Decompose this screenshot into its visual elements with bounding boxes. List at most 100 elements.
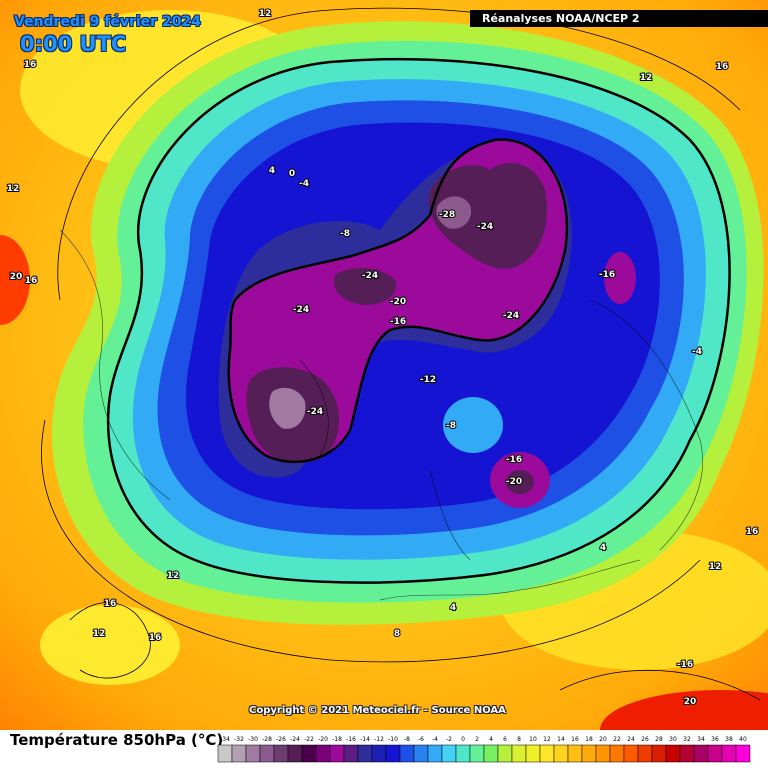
isotherm-line-outer-4 — [559, 669, 761, 701]
data-source-banner: Réanalyses NOAA/NCEP 2 — [470, 10, 768, 27]
contour-label: 16 — [746, 527, 759, 537]
scale-swatch — [707, 744, 723, 763]
contour-label: 4 — [269, 166, 275, 176]
contour-label: 16 — [149, 633, 162, 643]
scale-tick-label: 20 — [599, 736, 607, 743]
scale-tick-label: 24 — [627, 736, 635, 743]
scale-tick-label: -18 — [332, 736, 342, 743]
scale-swatch — [539, 744, 555, 763]
contour-label: -24 — [477, 222, 493, 232]
scale-tick-label: -20 — [318, 736, 328, 743]
cold-core-minus28 — [436, 196, 472, 229]
scale-swatch — [721, 744, 737, 763]
hot-spot-southeast — [600, 690, 768, 730]
cold-pocket-east-core — [506, 470, 534, 494]
contour-label: -24 — [293, 305, 309, 315]
cold-core-minus24-north — [428, 163, 547, 269]
contour-label: -8 — [446, 421, 456, 431]
legend-title: Température 850hPa (°C) — [10, 731, 224, 749]
isotherm-line-outer-2 — [41, 419, 701, 663]
scale-swatch — [665, 744, 681, 763]
contour-label: -24 — [503, 311, 519, 321]
scale-tick-label: 14 — [557, 736, 565, 743]
scale-tick-label: 18 — [585, 736, 593, 743]
scale-tick-label: -6 — [418, 736, 424, 743]
contour-label: 16 — [104, 599, 117, 609]
scale-tick-label: 16 — [571, 736, 579, 743]
scale-tick-label: -34 — [220, 736, 230, 743]
contour-label: 12 — [7, 184, 20, 194]
scale-tick-label: -16 — [346, 736, 356, 743]
scale-swatch — [315, 744, 331, 763]
coastline-greenland — [299, 359, 329, 456]
contour-label: -24 — [307, 407, 323, 417]
scale-swatch — [427, 744, 443, 763]
scale-tick-label: -10 — [388, 736, 398, 743]
scale-swatch — [371, 744, 387, 763]
scale-tick-label: -8 — [404, 736, 410, 743]
legend-footer: Température 850hPa (°C) -34 -32 -30 -28 -26-… — [0, 730, 768, 768]
scale-tick-label: -28 — [262, 736, 272, 743]
contour-label: -20 — [506, 477, 522, 487]
scale-tick-label: 38 — [725, 736, 733, 743]
isotherm-line-outer-3 — [69, 602, 151, 679]
scale-swatch — [399, 744, 415, 763]
yellow-zone-sw — [40, 605, 180, 685]
scale-swatch — [273, 744, 289, 763]
scale-swatch — [497, 744, 513, 763]
forecast-time: 0:00 UTC — [20, 32, 127, 56]
contour-label: -4 — [299, 179, 309, 189]
coastline-scandinavia — [429, 469, 471, 561]
scale-tick-label: 6 — [503, 736, 507, 743]
scale-tick-label: 30 — [669, 736, 677, 743]
scale-swatch — [357, 744, 373, 763]
contour-label: -16 — [677, 660, 693, 670]
scale-tick-label: 40 — [739, 736, 747, 743]
scale-swatch — [581, 744, 597, 763]
contour-label: 8 — [394, 629, 400, 639]
contour-label: 16 — [716, 62, 729, 72]
scale-swatch — [217, 744, 233, 763]
scale-swatch — [469, 744, 485, 763]
scale-tick-label: -26 — [276, 736, 286, 743]
contour-label: -24 — [362, 271, 378, 281]
scale-swatch — [329, 744, 345, 763]
cold-core-minus24-center — [334, 268, 396, 305]
scale-swatch — [525, 744, 541, 763]
scale-tick-label: -4 — [432, 736, 438, 743]
contour-label: -20 — [390, 297, 406, 307]
contour-label: 12 — [167, 571, 180, 581]
scale-swatch — [693, 744, 709, 763]
coastlines — [59, 229, 703, 601]
contour-label: -16 — [390, 317, 406, 327]
scale-swatch — [567, 744, 583, 763]
scale-tick-label: 32 — [683, 736, 691, 743]
contour-label: 0 — [289, 169, 295, 179]
contour-label: -4 — [692, 347, 702, 357]
scale-swatch — [637, 744, 653, 763]
scale-tick-label: 34 — [697, 736, 705, 743]
scale-swatch — [231, 744, 247, 763]
scale-swatch — [385, 744, 401, 763]
scale-tick-label: 22 — [613, 736, 621, 743]
scale-swatch — [609, 744, 625, 763]
coastline-asia — [589, 299, 703, 551]
contour-label: 12 — [640, 73, 653, 83]
contour-label: 20 — [684, 697, 697, 707]
scale-tick-label: 10 — [529, 736, 537, 743]
contour-label: 4 — [600, 543, 606, 553]
scale-swatch — [413, 744, 429, 763]
thin-isotherms — [41, 7, 761, 701]
scale-tick-label: 12 — [543, 736, 551, 743]
scale-swatch — [259, 744, 275, 763]
hot-spot-west — [0, 235, 30, 325]
scale-tick-label: -2 — [446, 736, 452, 743]
scale-swatch — [623, 744, 639, 763]
scale-swatch — [735, 744, 751, 763]
contour-label: -16 — [599, 270, 615, 280]
scale-tick-label: 0 — [461, 736, 465, 743]
scale-swatch — [595, 744, 611, 763]
copyright-notice: Copyright © 2021 Meteociel.fr - Source N… — [249, 705, 506, 716]
cold-core-minus28-west — [269, 387, 306, 429]
contour-label: 12 — [709, 562, 722, 572]
